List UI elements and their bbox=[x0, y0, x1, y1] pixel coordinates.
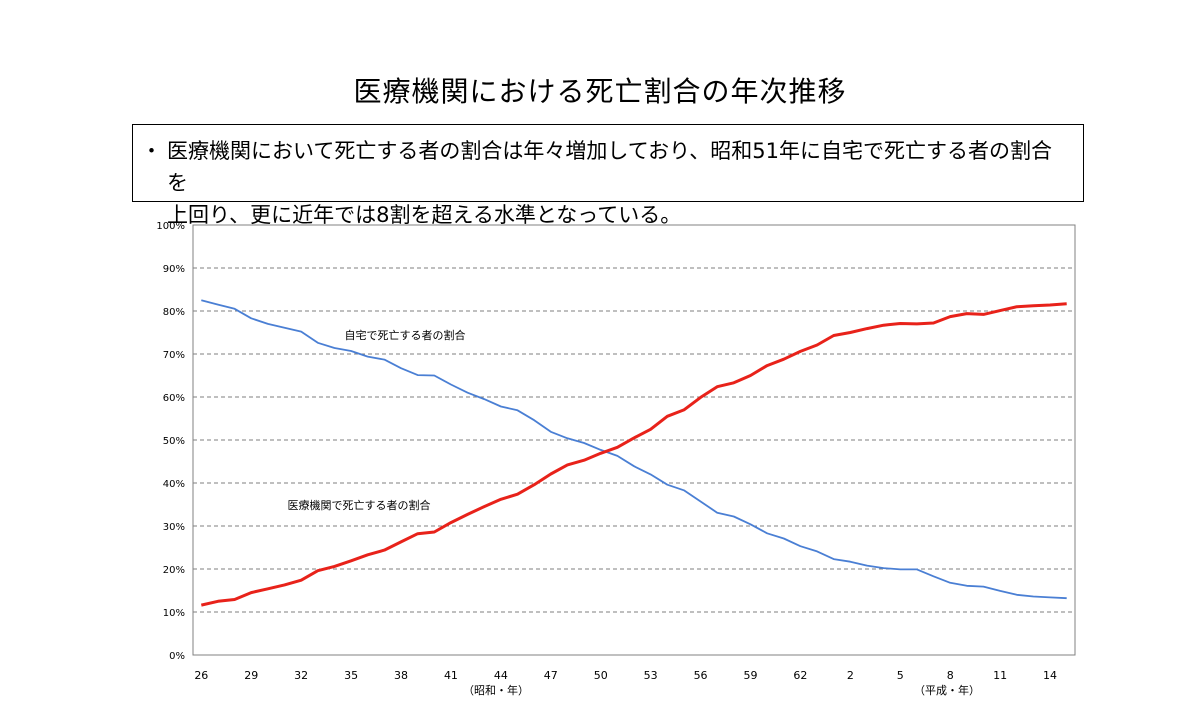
series-line-hospital bbox=[200, 302, 1067, 607]
grid-lines bbox=[193, 267, 1075, 613]
y-tick-label: 40% bbox=[163, 479, 185, 490]
summary-line-2: 上回り、更に近年では8割を超える水準となっている。 bbox=[167, 203, 682, 227]
x-tick-label: 62 bbox=[793, 669, 807, 682]
y-tick-label: 80% bbox=[163, 307, 185, 318]
x-tick-label: 2 bbox=[847, 669, 854, 682]
y-tick-label: 30% bbox=[163, 522, 185, 533]
summary-line-1: 医療機関において死亡する者の割合は年々増加しており、昭和51年に自宅で死亡する者… bbox=[167, 139, 1052, 195]
y-tick-label: 100% bbox=[156, 221, 185, 232]
y-axis-tick-labels: 0% 10% 20% 30% 40% 50% 60% 70% 80% 90% 100% bbox=[156, 221, 185, 662]
y-tick-label: 70% bbox=[163, 350, 185, 361]
y-tick-label: 90% bbox=[163, 264, 185, 275]
x-axis-tick-labels: 26 29 32 35 38 41 44 47 50 53 56 59 62 2 5 8 11 14 bbox=[194, 669, 1057, 682]
x-tick-label: 29 bbox=[244, 669, 258, 682]
x-tick-label: 32 bbox=[294, 669, 308, 682]
y-tick-label: 10% bbox=[163, 608, 185, 619]
series-line-home bbox=[201, 299, 1067, 600]
x-tick-label: 5 bbox=[897, 669, 904, 682]
y-tick-label: 50% bbox=[163, 436, 185, 447]
x-tick-label: 50 bbox=[594, 669, 608, 682]
x-tick-label: 11 bbox=[993, 669, 1007, 682]
x-tick-label: 35 bbox=[344, 669, 358, 682]
y-tick-label: 0% bbox=[169, 651, 185, 662]
x-tick-label: 14 bbox=[1043, 669, 1057, 682]
x-tick-label: 56 bbox=[694, 669, 708, 682]
x-tick-label: 44 bbox=[494, 669, 508, 682]
x-tick-label: 41 bbox=[444, 669, 458, 682]
era-label-heisei: （平成・年） bbox=[914, 683, 980, 697]
x-tick-label: 26 bbox=[194, 669, 208, 682]
x-tick-label: 53 bbox=[644, 669, 658, 682]
summary-bullet: ・ bbox=[141, 139, 162, 163]
era-label-showa: （昭和・年） bbox=[463, 683, 529, 697]
x-tick-label: 47 bbox=[544, 669, 558, 682]
x-tick-label: 8 bbox=[947, 669, 954, 682]
series-lines bbox=[200, 299, 1067, 607]
series-label-home: 自宅で死亡する者の割合 bbox=[345, 328, 466, 342]
page-title: 医療機関における死亡割合の年次推移 bbox=[353, 75, 847, 108]
x-tick-label: 59 bbox=[743, 669, 757, 682]
x-tick-label: 38 bbox=[394, 669, 408, 682]
series-label-hospital: 医療機関で死亡する者の割合 bbox=[288, 498, 431, 512]
summary-box: ・ 医療機関において死亡する者の割合は年々増加しており、昭和51年に自宅で死亡す… bbox=[132, 124, 1084, 227]
plot-area-frame bbox=[192, 224, 1076, 656]
y-tick-label: 60% bbox=[163, 393, 185, 404]
y-tick-label: 20% bbox=[163, 565, 185, 576]
